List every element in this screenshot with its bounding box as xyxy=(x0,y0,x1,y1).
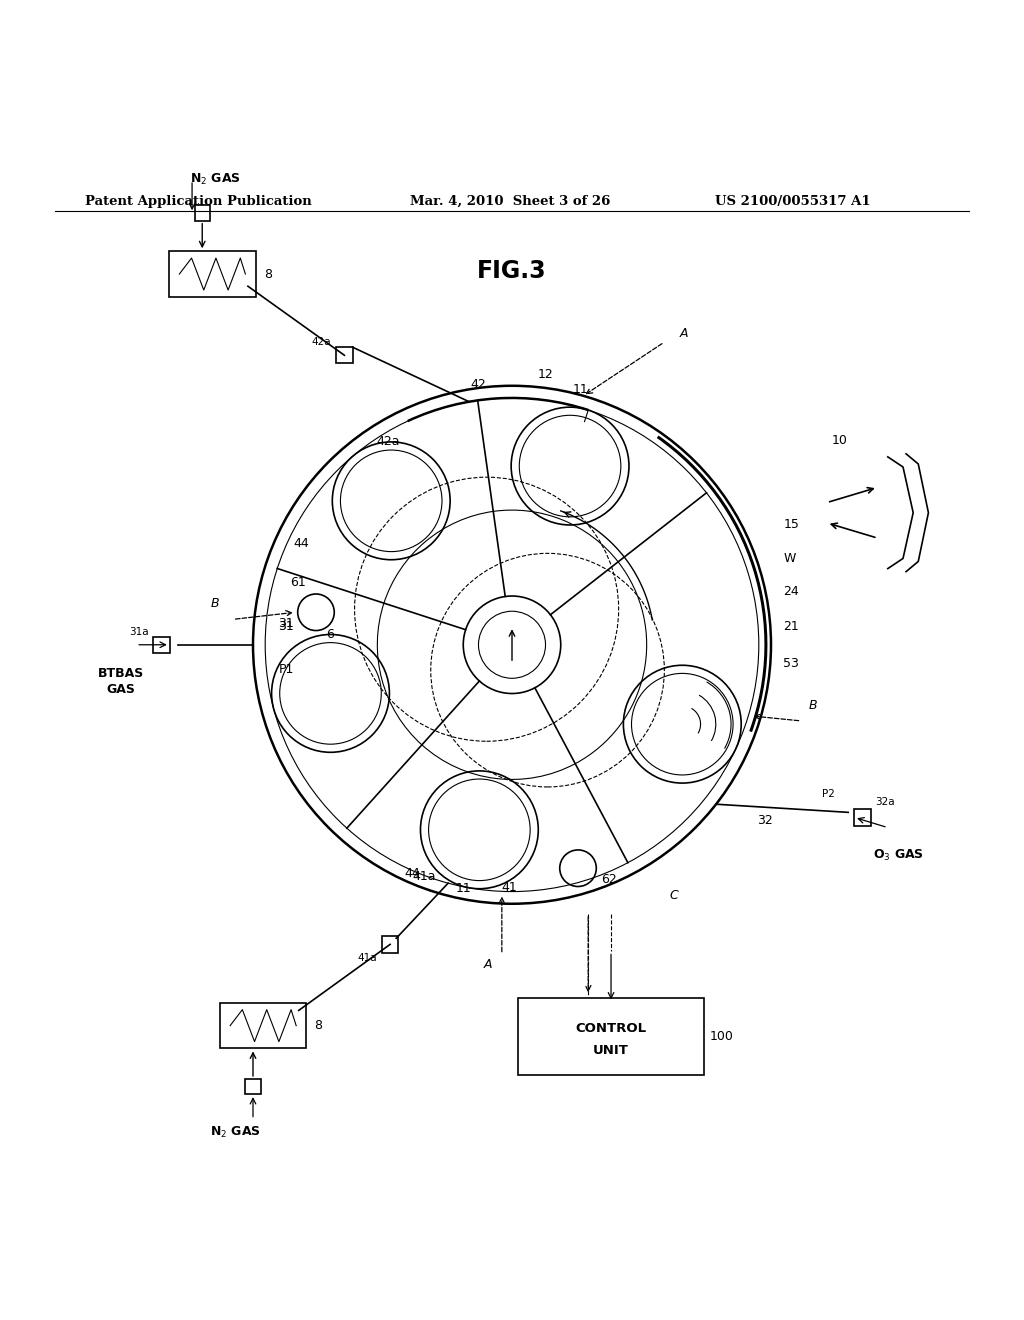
Text: N$_2$ GAS: N$_2$ GAS xyxy=(189,172,241,187)
Text: 31a: 31a xyxy=(129,627,148,636)
Text: 32a: 32a xyxy=(876,797,895,808)
Text: FIG.3: FIG.3 xyxy=(477,259,547,282)
Text: 11: 11 xyxy=(456,882,471,895)
Text: 44: 44 xyxy=(404,867,421,880)
Text: 41a: 41a xyxy=(357,953,377,962)
Text: 21: 21 xyxy=(783,620,799,634)
Text: 62: 62 xyxy=(601,874,617,886)
Text: CONTROL: CONTROL xyxy=(575,1022,646,1035)
Text: UNIT: UNIT xyxy=(593,1044,629,1057)
Text: 42a: 42a xyxy=(311,337,331,347)
Text: 61: 61 xyxy=(290,576,306,589)
Text: P2: P2 xyxy=(822,789,835,799)
Text: 31: 31 xyxy=(279,616,294,630)
Text: 44: 44 xyxy=(294,537,309,549)
Text: 31: 31 xyxy=(279,619,294,632)
Text: 53: 53 xyxy=(783,656,799,669)
Text: Patent Application Publication: Patent Application Publication xyxy=(85,195,312,207)
Text: Mar. 4, 2010  Sheet 3 of 26: Mar. 4, 2010 Sheet 3 of 26 xyxy=(411,195,610,207)
Text: 100: 100 xyxy=(710,1031,734,1043)
Text: 42a: 42a xyxy=(377,436,400,447)
Text: 11: 11 xyxy=(573,383,589,396)
Text: O$_3$ GAS: O$_3$ GAS xyxy=(872,847,924,863)
Text: 8: 8 xyxy=(263,268,271,281)
Text: 41: 41 xyxy=(502,880,517,894)
Text: W: W xyxy=(783,552,796,565)
Text: 41a: 41a xyxy=(413,870,436,883)
Text: 24: 24 xyxy=(783,586,799,598)
Text: 32: 32 xyxy=(757,814,772,828)
Text: N$_2$ GAS: N$_2$ GAS xyxy=(210,1125,261,1139)
Text: 12: 12 xyxy=(538,368,553,380)
Text: A: A xyxy=(680,327,688,341)
Text: 8: 8 xyxy=(314,1019,323,1032)
Text: P1: P1 xyxy=(279,663,294,676)
Text: 6: 6 xyxy=(326,628,334,642)
Text: 15: 15 xyxy=(783,519,799,532)
Text: 42: 42 xyxy=(471,378,486,391)
Text: A: A xyxy=(483,958,492,970)
Text: B: B xyxy=(211,597,219,610)
Text: BTBAS
GAS: BTBAS GAS xyxy=(98,667,144,696)
Text: C: C xyxy=(670,888,678,902)
Text: B: B xyxy=(809,698,817,711)
Text: 10: 10 xyxy=(831,434,848,446)
Text: US 2100/0055317 A1: US 2100/0055317 A1 xyxy=(715,195,870,207)
